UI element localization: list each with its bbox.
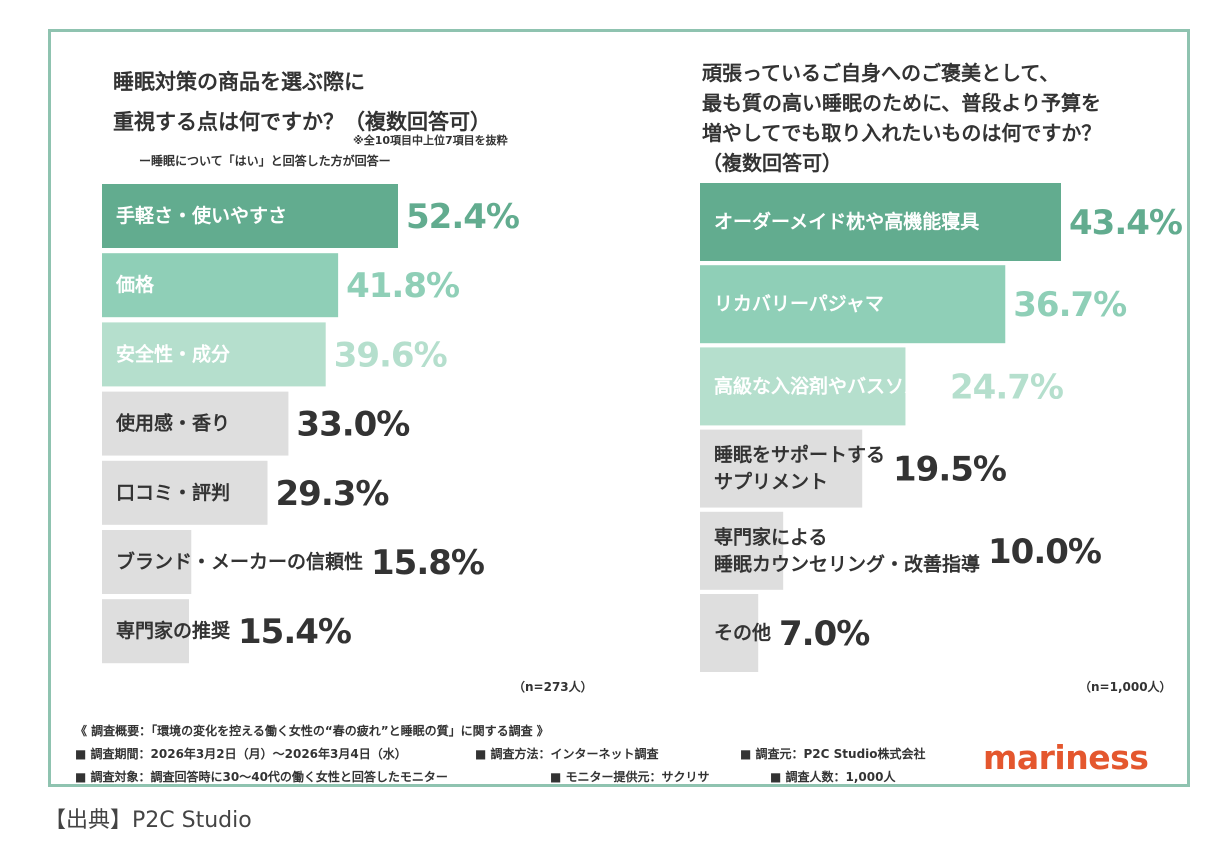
right-question: 頑張っているご自身へのご褒美として、 最も質の高い睡眠のために、普段より予算を …: [702, 58, 1101, 178]
bar: [102, 599, 189, 664]
bar: [700, 347, 906, 426]
footer-count: ■ 調査人数：1,000人: [770, 770, 896, 784]
value-label: 24.7%: [950, 367, 1063, 407]
bar: [102, 460, 268, 525]
bar: [700, 183, 1061, 261]
footer-provider: ■ モニター提供元：サクリサ: [550, 770, 710, 784]
value-label: 15.4%: [238, 612, 351, 652]
bar: [102, 253, 339, 318]
right-question-line: 最も質の高い睡眠のために、普段より予算を: [702, 91, 1101, 115]
bar-charts: 手軽さ・使いやすさ 52.4% 価格 41.8% 安全性・成分 39.6% 使用感・香り 33…: [102, 183, 1183, 672]
right-sample-size: （n=1,000人）: [1079, 680, 1172, 694]
category-label: 高級な入浴剤やバスソルト: [714, 374, 942, 397]
left-sample-size: （n=273人）: [513, 680, 593, 694]
category-label: 睡眠をサポートする: [714, 443, 885, 466]
bar: [700, 511, 784, 590]
category-label: 安全性・成分: [116, 342, 230, 365]
value-label: 33.0%: [296, 405, 409, 445]
left-question-line: 睡眠対策の商品を選ぶ際に: [113, 70, 365, 94]
value-label: 7.0%: [779, 614, 869, 654]
chart-frame: 睡眠対策の商品を選ぶ際に 重視する点は何ですか？（複数回答可） ※全10項目中上…: [48, 29, 1190, 787]
bar: [700, 429, 863, 508]
category-label: 睡眠カウンセリング・改善指導: [714, 552, 980, 575]
value-label: 15.8%: [371, 543, 484, 583]
category-label: 専門家の推奨: [116, 619, 231, 642]
footer-period: ■ 調査期間：2026年3月2日（月）～2026年3月4日（水）: [75, 747, 407, 761]
category-label: サプリメント: [714, 470, 828, 493]
value-label: 19.5%: [893, 450, 1006, 490]
value-label: 10.0%: [988, 532, 1101, 572]
footer-method: ■ 調査方法：インターネット調査: [475, 747, 659, 761]
bar: [102, 184, 398, 248]
category-label: オーダーメイド枕や高機能寝具: [714, 210, 979, 233]
bar: [700, 594, 759, 672]
left-question: 睡眠対策の商品を選ぶ際に 重視する点は何ですか？（複数回答可）: [113, 62, 491, 142]
bar: [102, 530, 192, 594]
mariness-logo: mariness: [983, 738, 1149, 777]
bar: [700, 265, 1006, 344]
value-label: 43.4%: [1069, 203, 1182, 243]
category-label: 口コミ・評判: [116, 481, 230, 504]
footer-source-org: ■ 調査元：P2C Studio株式会社: [740, 747, 926, 761]
category-label: その他: [714, 621, 771, 644]
source-credit: 【出典】P2C Studio: [44, 808, 252, 833]
value-label: 52.4%: [406, 197, 519, 237]
right-question-line: 頑張っているご自身へのご褒美として、: [702, 61, 1060, 85]
bar: [102, 391, 289, 456]
category-label: ブランド・メーカーの信頼性: [116, 550, 363, 573]
category-label: 手軽さ・使いやすさ: [116, 204, 287, 227]
left-subtitle: ー睡眠について「はい」と回答した方が回答ー: [139, 154, 391, 168]
footer-overview: 《 調査概要：「環境の変化を控える働く女性の“春の疲れ”と睡眠の質」に関する調査…: [75, 724, 549, 738]
right-question-line: （複数回答可）: [702, 151, 842, 175]
category-label: 使用感・香り: [115, 412, 230, 435]
bar: [102, 322, 326, 387]
left-note: ※全10項目中上位7項目を抜粋: [353, 134, 508, 147]
right-question-line: 増やしてでも取り入れたいものは何ですか？: [702, 121, 1102, 145]
value-label: 29.3%: [276, 474, 389, 514]
footer-target: ■ 調査対象：調査回答時に30～40代の働く女性と回答したモニター: [75, 770, 448, 784]
category-label: リカバリーパジャマ: [714, 293, 884, 315]
category-label: 専門家による: [714, 525, 827, 548]
left-question-line: 重視する点は何ですか？（複数回答可）: [113, 110, 491, 134]
value-label: 36.7%: [1013, 285, 1126, 325]
value-label: 41.8%: [346, 266, 459, 306]
category-label: 価格: [115, 273, 155, 296]
value-label: 39.6%: [334, 335, 447, 375]
